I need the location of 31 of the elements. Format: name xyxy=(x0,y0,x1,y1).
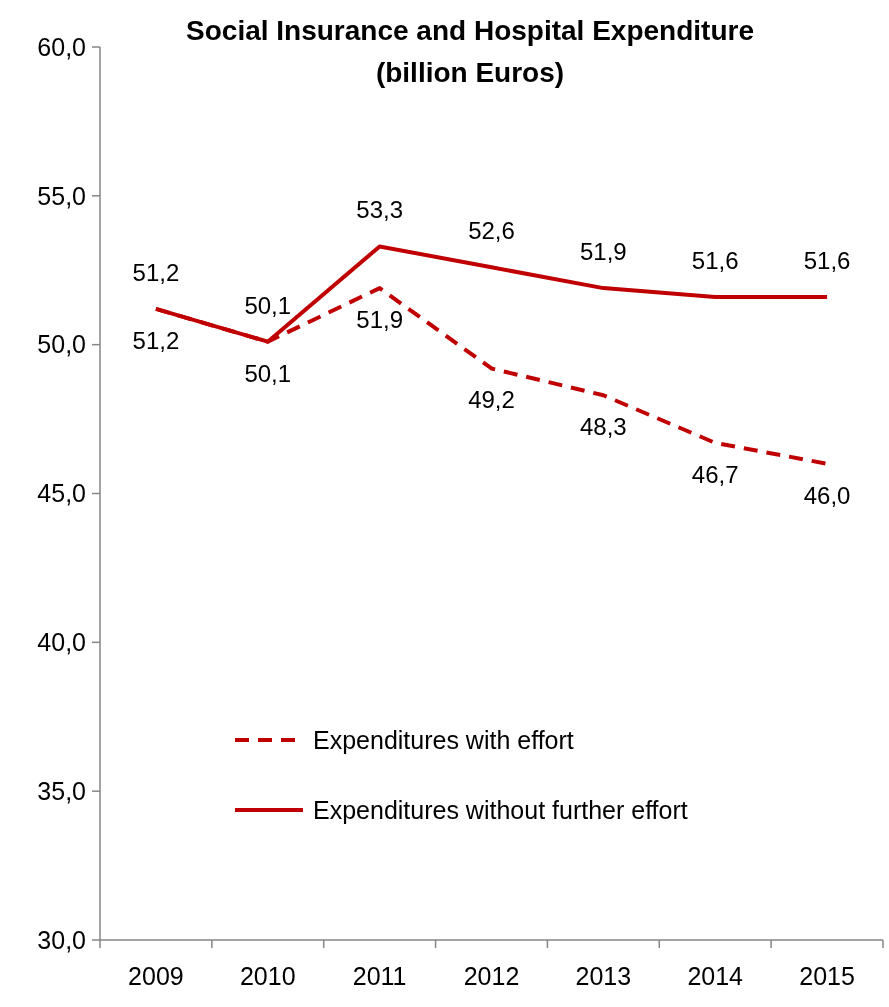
x-tick-label: 2012 xyxy=(463,962,520,990)
data-label: 51,9 xyxy=(580,238,627,266)
legend-label: Expenditures with effort xyxy=(313,725,574,754)
y-tick-label: 60,0 xyxy=(37,32,86,61)
y-tick-label: 50,0 xyxy=(37,330,86,359)
data-label: 51,2 xyxy=(132,326,180,354)
data-label: 53,3 xyxy=(356,196,403,224)
y-tick-label: 55,0 xyxy=(37,181,86,210)
data-label: 50,1 xyxy=(244,291,292,319)
legend-label: Expenditures without further effort xyxy=(313,795,688,824)
x-tick-label: 2013 xyxy=(575,962,632,990)
y-tick-label: 45,0 xyxy=(37,479,86,508)
data-label: 48,3 xyxy=(580,413,627,441)
data-label: 46,0 xyxy=(803,481,851,509)
x-tick-label: 2009 xyxy=(128,962,184,990)
data-label: 49,2 xyxy=(468,386,515,414)
data-label: 46,7 xyxy=(691,460,739,488)
data-label: 51,9 xyxy=(356,306,403,334)
chart-title: Social Insurance and Hospital Expenditure (billion Euros) xyxy=(186,15,754,88)
data-label: 51,2 xyxy=(132,258,180,286)
data-label: 51,6 xyxy=(803,247,851,275)
x-tick-label: 2010 xyxy=(239,962,296,990)
y-tick-label: 40,0 xyxy=(37,628,86,657)
x-tick-label: 2015 xyxy=(799,962,855,990)
y-tick-label: 35,0 xyxy=(37,776,86,805)
y-tick-label: 30,0 xyxy=(37,925,86,954)
x-tick-label: 2014 xyxy=(687,962,744,990)
data-label: 51,6 xyxy=(691,247,739,275)
data-label: 52,6 xyxy=(468,217,515,245)
x-tick-label: 2011 xyxy=(352,962,407,990)
data-label: 50,1 xyxy=(244,359,292,387)
